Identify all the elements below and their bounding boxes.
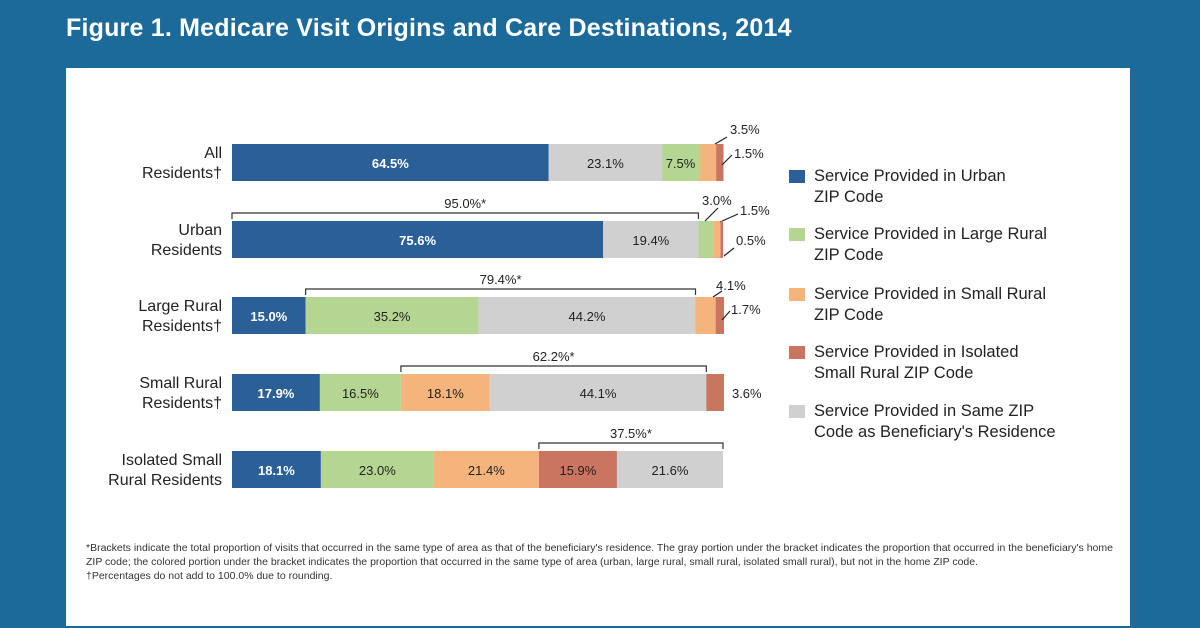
bar-segment-large-rural	[319, 374, 401, 411]
bar-segment-small-rural	[698, 144, 717, 181]
legend-swatch-small-rural	[789, 288, 805, 301]
bracket-label: 95.0%*	[444, 196, 486, 211]
leader-line	[704, 207, 719, 222]
data-label: 15.0%	[250, 309, 287, 324]
bracket	[231, 212, 700, 219]
data-label: 16.5%	[342, 386, 379, 401]
leader-line	[721, 154, 733, 166]
data-label: 21.6%	[652, 463, 689, 478]
bar-segment-isolated	[716, 144, 724, 181]
figure-title: Figure 1. Medicare Visit Origins and Car…	[66, 14, 792, 42]
row-label: Residents†	[142, 395, 222, 412]
bar-segment-small-rural	[400, 374, 490, 411]
footnote-brackets: *Brackets indicate the total proportion …	[86, 542, 1113, 568]
row-label: Residents†	[142, 318, 222, 335]
data-label: 3.0%	[702, 193, 732, 208]
legend-label: Small Rural ZIP Code	[814, 364, 973, 382]
bar-segment-same-zip	[478, 297, 696, 334]
bar-segment-urban	[232, 374, 320, 411]
row-label: Urban	[178, 222, 222, 239]
bar-segment-isolated	[720, 221, 723, 258]
data-label: 23.0%	[359, 463, 396, 478]
bar-segment-same-zip	[603, 221, 699, 258]
bracket-label: 79.4%*	[480, 272, 522, 287]
data-label: 15.9%	[559, 463, 596, 478]
legend-swatch-same-zip	[789, 405, 805, 418]
bar-segment-urban	[232, 144, 549, 181]
legend-label: Service Provided in Same ZIP	[814, 402, 1034, 420]
row-label: Rural Residents	[108, 472, 222, 489]
bar-segment-small-rural	[433, 451, 539, 488]
bar-segment-large-rural	[305, 297, 479, 334]
bar-segment-large-rural	[320, 451, 434, 488]
legend-swatch-large-rural	[789, 228, 805, 241]
data-label: 3.6%	[732, 386, 762, 401]
bracket-label: 37.5%*	[610, 426, 652, 441]
leader-line	[712, 290, 723, 298]
legend-label: Service Provided in Isolated	[814, 343, 1019, 361]
bar-segment-same-zip	[548, 144, 663, 181]
bar-segment-large-rural	[662, 144, 699, 181]
data-label: 23.1%	[587, 156, 624, 171]
data-label: 18.1%	[427, 386, 464, 401]
leader-line	[714, 136, 728, 145]
bar-segment-urban	[232, 297, 306, 334]
bar-segment-same-zip	[489, 374, 707, 411]
leader-line	[721, 310, 731, 321]
legend-label: Service Provided in Large Rural	[814, 225, 1047, 243]
legend-label: ZIP Code	[814, 188, 883, 206]
data-label: 64.5%	[372, 156, 409, 171]
row-label: Large Rural	[138, 298, 222, 315]
data-label: 7.5%	[666, 156, 696, 171]
legend-label: Service Provided in Small Rural	[814, 285, 1046, 303]
row-label: Small Rural	[139, 375, 222, 392]
row-label: Residents	[151, 242, 222, 259]
legend-label: Code as Beneficiary's Residence	[814, 423, 1056, 441]
legend-label: Service Provided in Urban	[814, 167, 1006, 185]
bracket	[400, 365, 707, 372]
row-label: Residents†	[142, 165, 222, 182]
bar-segment-isolated	[706, 374, 724, 411]
data-label: 4.1%	[716, 278, 746, 293]
bar-segment-isolated	[538, 451, 617, 488]
row-label: Isolated Small	[122, 452, 223, 469]
bracket	[538, 442, 724, 449]
data-label: 3.5%	[730, 122, 760, 137]
row-label: All	[204, 145, 222, 162]
bracket	[305, 288, 697, 295]
data-label: 19.4%	[632, 233, 669, 248]
legend-label: ZIP Code	[814, 246, 883, 264]
bar-segment-small-rural	[713, 221, 721, 258]
data-label: 75.6%	[399, 233, 436, 248]
bar-segment-same-zip	[616, 451, 723, 488]
leader-line	[719, 213, 739, 223]
bar-segment-small-rural	[695, 297, 716, 334]
legend-swatch-urban	[789, 170, 805, 183]
data-label: 1.7%	[731, 302, 761, 317]
data-label: 44.1%	[580, 386, 617, 401]
bar-segment-large-rural	[698, 221, 714, 258]
legend-swatch-isolated	[789, 346, 805, 359]
data-label: 35.2%	[374, 309, 411, 324]
footnotes: *Brackets indicate the total proportion …	[86, 541, 1126, 583]
bracket-label: 62.2%*	[533, 349, 575, 364]
data-label: 0.5%	[736, 233, 766, 248]
data-label: 17.9%	[258, 386, 295, 401]
data-label: 1.5%	[734, 146, 764, 161]
legend-label: ZIP Code	[814, 306, 883, 324]
bar-segment-isolated	[715, 297, 724, 334]
bar-segment-urban	[232, 451, 321, 488]
data-label: 18.1%	[258, 463, 295, 478]
data-label: 44.2%	[569, 309, 606, 324]
leader-line	[723, 247, 735, 257]
bar-segment-urban	[232, 221, 604, 258]
footnote-rounding: †Percentages do not add to 100.0% due to…	[86, 570, 333, 582]
data-label: 21.4%	[468, 463, 505, 478]
data-label: 1.5%	[740, 203, 770, 218]
